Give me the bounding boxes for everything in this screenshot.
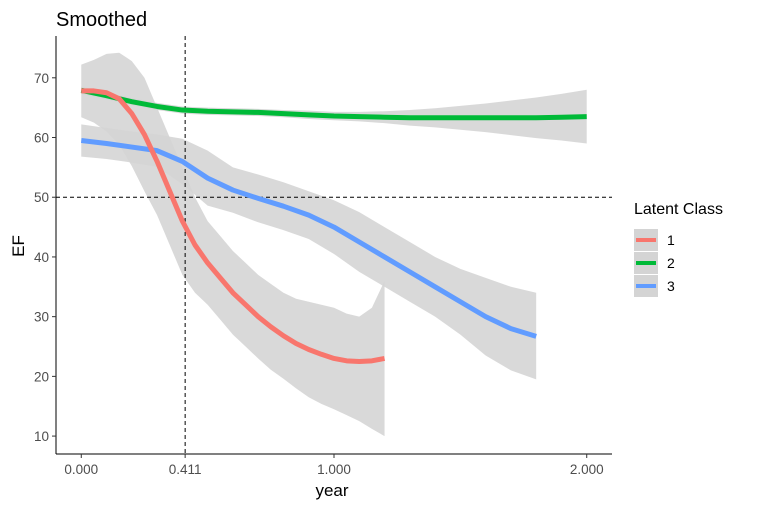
x-axis-label: year	[315, 481, 348, 500]
series-lines	[80, 87, 587, 364]
legend-label-3: 3	[667, 278, 675, 294]
chart-title: Smoothed	[56, 9, 147, 31]
confidence-bands	[81, 52, 587, 437]
y-axis-label: EF	[9, 235, 28, 257]
y-tick-label: 10	[34, 429, 49, 444]
y-tick-label: 60	[34, 131, 49, 146]
x-tick-label: 0.000	[64, 462, 98, 477]
legend-title: Latent Class	[634, 201, 723, 218]
x-tick-label: 0.411	[169, 462, 202, 477]
y-tick-label: 30	[34, 310, 49, 325]
legend-label-2: 2	[667, 255, 675, 271]
x-tick-label: 2.000	[570, 462, 604, 477]
band-series-3	[81, 124, 537, 380]
y-tick-label: 20	[34, 369, 49, 384]
reference-lines	[56, 36, 612, 454]
x-tick-label: 1.000	[317, 462, 351, 477]
legend: Latent Class 1 2 3	[634, 201, 723, 297]
legend-label-1: 1	[667, 232, 675, 248]
y-tick-label: 50	[34, 190, 49, 205]
line-series-1	[81, 88, 386, 364]
axes: 10 20 30 40 50 60 70 0.000 0.411 1.000 2.000	[34, 36, 612, 477]
line-series-2	[80, 87, 587, 121]
y-tick-label: 40	[34, 250, 49, 265]
line-series-3	[80, 138, 537, 339]
y-tick-label: 70	[34, 71, 49, 86]
